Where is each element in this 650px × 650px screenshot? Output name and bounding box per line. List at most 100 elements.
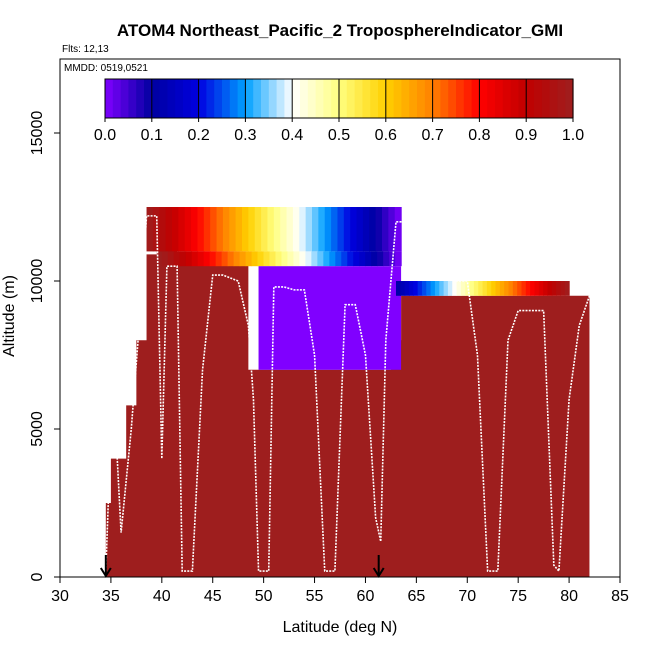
colorbar-swatch: [190, 79, 200, 118]
region-cell: [556, 281, 562, 296]
colorbar-swatch: [222, 79, 231, 118]
region-cell: [430, 281, 436, 296]
region-cell: [335, 251, 342, 267]
flights-label: Flts: 12,13: [62, 44, 109, 55]
colorbar-swatch: [456, 79, 465, 118]
region-cell: [434, 281, 440, 296]
colorbar-swatch: [385, 79, 395, 118]
region-cell: [146, 207, 154, 252]
colorbar-swatch: [502, 79, 512, 118]
region-cell: [341, 251, 348, 267]
region-cell: [400, 281, 406, 296]
colorbar-swatch: [112, 79, 122, 118]
region-cell: [443, 281, 449, 296]
region-cell: [179, 251, 187, 267]
region-cell: [197, 207, 205, 252]
colorbar-swatch: [136, 79, 145, 118]
region-cell: [305, 207, 313, 252]
x-tick-label: 35: [102, 588, 120, 605]
region-cell: [460, 281, 466, 296]
colorbar-tick-label: 0.3: [234, 127, 256, 144]
x-tick-label: 60: [357, 588, 375, 605]
region-cell: [239, 251, 247, 267]
colorbar-swatch: [300, 79, 309, 118]
x-tick-label: 30: [51, 588, 69, 605]
colorbar-swatch: [307, 79, 317, 118]
flight-track-layer: [99, 215, 591, 578]
x-tick-label: 40: [153, 588, 171, 605]
region-cell: [359, 251, 366, 267]
region-cell: [312, 207, 319, 252]
colorbar-swatch: [448, 79, 457, 118]
region-cell: [371, 251, 378, 267]
region-cell: [273, 207, 281, 252]
colorbar-swatch: [393, 79, 402, 118]
colorbar-swatch: [495, 79, 504, 118]
colorbar-swatch: [159, 79, 168, 118]
colorbar-tick-label: 0.7: [421, 127, 443, 144]
region-cell: [426, 281, 432, 296]
region-cell: [439, 281, 445, 296]
region-cell: [269, 251, 277, 267]
colorbar-swatch: [565, 79, 574, 118]
colorbar-swatch: [198, 79, 207, 118]
region-cell: [248, 207, 256, 252]
x-tick-label: 85: [611, 588, 629, 605]
region-cell: [447, 281, 453, 296]
region-upper-gradient-band: [146, 207, 402, 252]
x-tick-label: 80: [560, 588, 578, 605]
colorbar-swatch: [120, 79, 129, 118]
region-cell: [486, 281, 492, 296]
colorbar-swatch: [463, 79, 473, 118]
colorbar-swatch: [276, 79, 285, 118]
region-cell: [331, 207, 339, 252]
y-tick-label: 5000: [29, 411, 46, 447]
x-tick-label: 55: [306, 588, 324, 605]
colorbar-swatch: [401, 79, 410, 118]
region-cell: [191, 251, 199, 267]
colorbar-swatch: [346, 79, 356, 118]
region-cell: [299, 207, 307, 252]
colorbar-tick-label: 0.9: [515, 127, 537, 144]
region-cell: [161, 251, 169, 267]
region-cell: [362, 207, 370, 252]
region-cell: [173, 251, 181, 267]
region-cell: [469, 281, 475, 296]
region-cell: [383, 251, 390, 267]
colorbar-swatch: [370, 79, 379, 118]
region-cell: [508, 281, 514, 296]
region-cell: [209, 251, 217, 267]
region-cell: [369, 207, 377, 252]
region-stratospheric-block: [258, 266, 402, 370]
region-cell: [197, 251, 205, 267]
region-cell: [382, 207, 389, 252]
region-cell: [395, 251, 402, 267]
colorbar: 0.0 0.1 0.2 0.3 0.4 0.5 0.6 0.7 0.8 0.9 1.0: [94, 78, 584, 144]
colorbar-swatch: [105, 79, 114, 118]
region-cell: [421, 281, 427, 296]
y-tick-label: 10000: [29, 259, 46, 304]
region-cell: [365, 251, 372, 267]
region-cell: [317, 251, 324, 267]
region-cell: [512, 281, 518, 296]
region-cell: [267, 207, 275, 252]
colorbar-swatch: [378, 79, 387, 118]
colorbar-swatch: [409, 79, 418, 118]
colorbar-swatch: [214, 79, 223, 118]
flight-12-start-arrow-head: [99, 567, 112, 578]
region-cell: [215, 251, 223, 267]
axes: 30 35 40 45 50 55 60 65 70 75 80 85 0 5000 10000 15000: [29, 111, 629, 605]
colorbar-swatch: [292, 79, 301, 118]
colorbar-tick-label: 1.0: [562, 127, 584, 144]
region-cell: [499, 281, 505, 296]
region-cell: [547, 281, 553, 296]
colorbar-swatch: [354, 79, 363, 118]
region-cell: [478, 281, 484, 296]
colorbar-swatch: [362, 79, 371, 118]
region-cell: [404, 281, 410, 296]
region-cell: [413, 281, 419, 296]
colorbar-swatch: [479, 79, 488, 118]
date-label: MMDD: 0519,0521: [64, 63, 148, 74]
region-cell: [245, 251, 253, 267]
